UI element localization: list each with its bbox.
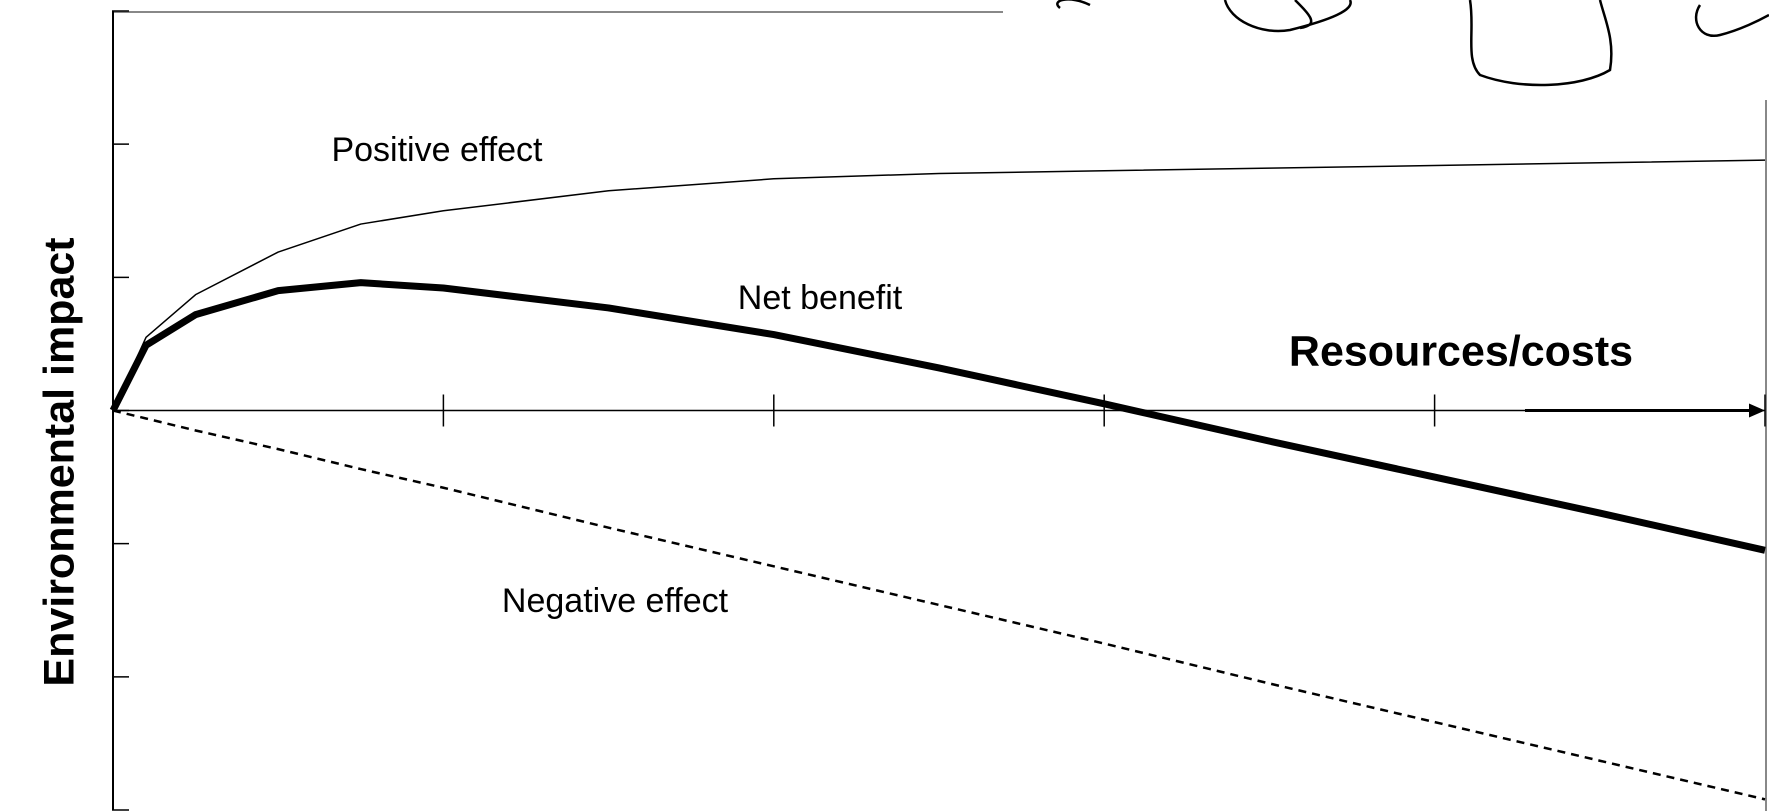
series-label: Net benefit — [738, 279, 903, 317]
series-line — [112, 159, 1766, 411]
series-label: Positive effect — [331, 131, 543, 169]
y-axis-label: Environmental impact — [35, 237, 83, 686]
x-axis-label: Resources/costs — [1289, 327, 1633, 375]
cartoon-stroke — [1468, 0, 1613, 87]
cartoon — [1056, 0, 1769, 87]
cartoon-stroke — [1223, 0, 1352, 33]
cartoon-stroke — [1056, 0, 1091, 9]
series-line — [109, 279, 1766, 554]
series-label: Negative effect — [502, 582, 729, 620]
cartoon-stroke — [1694, 4, 1769, 38]
cartoon-stroke — [1294, 0, 1313, 30]
series-line — [112, 409, 1766, 801]
arrow-head — [1749, 403, 1765, 418]
